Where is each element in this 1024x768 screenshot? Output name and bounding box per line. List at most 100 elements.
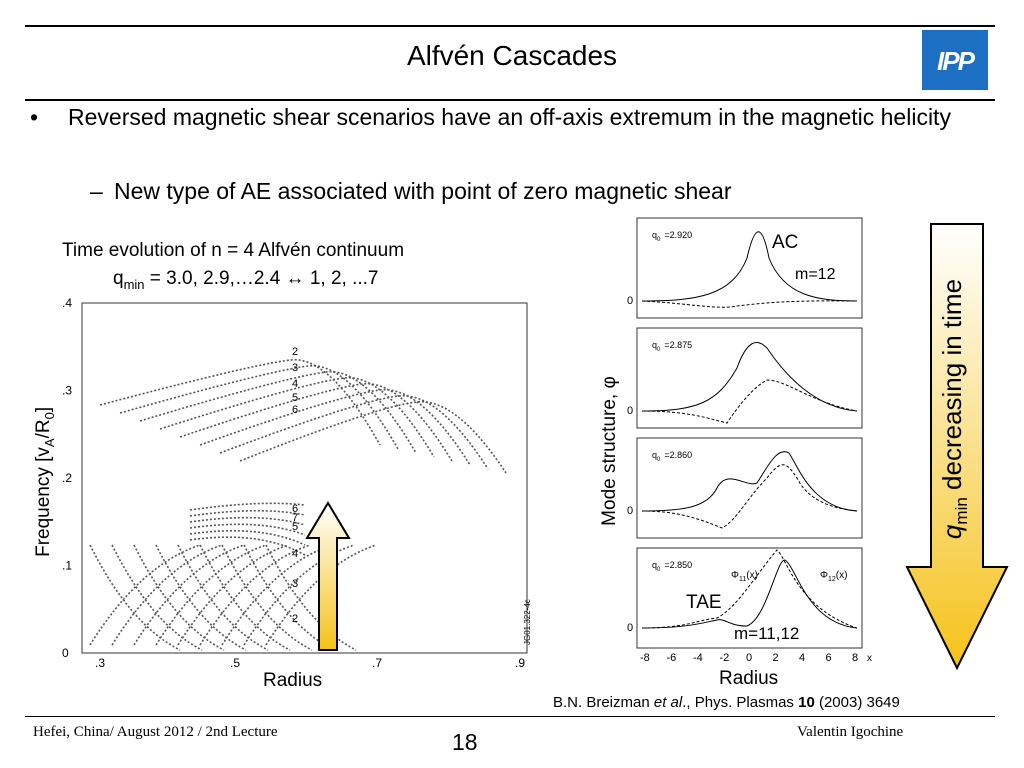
mode-solid-curve (641, 231, 858, 302)
lower-continuum-curve (189, 536, 306, 556)
phi12-label: Φ12(x) (820, 570, 848, 583)
upper-continuum-curve (159, 376, 435, 458)
lower-continuum-curve (89, 544, 201, 646)
reference: B.N. Breizman et al., Phys. Plasmas 10 (… (553, 694, 900, 711)
q0-label: q0 =2.875 (652, 340, 692, 353)
left-plot-ylabel: Frequency [vA/R0] (33, 406, 57, 557)
figure-code: JG01.322-4c (523, 599, 532, 645)
zero-label: 0 (627, 295, 633, 307)
x-tick-label: .9 (515, 656, 525, 670)
upper-continuum-curve (239, 400, 507, 474)
lower-continuum-curve (189, 502, 306, 511)
ac-label: AC (772, 232, 799, 253)
x-tick-label: -4 (693, 652, 703, 664)
mode-solid-curve (641, 342, 858, 412)
lower-band-label: 5 (292, 521, 298, 533)
top-rule (25, 25, 995, 27)
x-tick-label: 2 (773, 652, 779, 664)
lower-band-label: 7 (292, 512, 298, 524)
x-tick-label: .5 (230, 656, 240, 670)
x-axis-symbol: x (867, 653, 872, 664)
lower-continuum-curve (265, 544, 377, 646)
arrow-label: qmin decreasing in time (937, 278, 972, 540)
panel-frame (636, 327, 863, 429)
mode-panel: q0 =2.860 0 (627, 437, 863, 539)
time-arrow (905, 223, 1009, 671)
lower-continuum-curve (189, 509, 306, 517)
panel-frame (636, 217, 863, 319)
lower-band-label: 4 (292, 548, 298, 560)
x-tick-label: 6 (826, 652, 832, 664)
upper-continuum-curve (139, 370, 417, 454)
upper-band-label: 5 (292, 392, 298, 404)
up-arrow-icon (305, 501, 351, 651)
phi11-label: Φ11(x) (731, 570, 758, 583)
zero-label: 0 (627, 505, 633, 517)
x-tick-label: -2 (720, 652, 730, 664)
lower-continuum-curve (189, 523, 306, 536)
x-tick-label: 4 (799, 652, 805, 664)
mode-dashed-curve (641, 300, 858, 308)
panel-frame (636, 437, 863, 539)
bullet-marker: • (30, 104, 39, 130)
lower-band-label: 3 (292, 578, 298, 590)
y-tick-label: 0 (62, 646, 69, 660)
left-plot-xlabel: Radius (263, 670, 323, 691)
x-tick-label: -6 (667, 652, 677, 664)
lower-continuum-curve (133, 544, 245, 646)
left-plot-caption: Time evolution of n = 4 Alfvén continuum (62, 240, 405, 261)
upper-continuum-curve (179, 382, 453, 462)
lower-continuum-curve (189, 516, 306, 526)
sub-bullet-marker: – (90, 178, 103, 204)
m1112-label: m=11,12 (734, 624, 800, 643)
y-tick-label: .4 (62, 296, 72, 310)
y-tick-label: .3 (62, 384, 72, 398)
left-plot-caption-2: qmin = 3.0, 2.9,…2.4 ↔ 1, 2, ...7 (113, 268, 379, 292)
x-tick-label: .7 (372, 656, 382, 670)
right-plot-xlabel: Radius (719, 668, 779, 689)
lower-band-label: 6 (292, 503, 298, 515)
lower-band-label: 2 (292, 613, 298, 625)
q0-label: q0 =2.860 (652, 450, 692, 463)
title-rule (25, 99, 995, 101)
ipp-logo: IPP (922, 30, 988, 90)
upper-continuum-curve (219, 394, 489, 470)
mode-dashed-curve (641, 549, 858, 629)
zero-label: 0 (627, 622, 633, 634)
footer-left: Hefei, China/ August 2012 / 2nd Lecture (33, 724, 278, 740)
upper-band-label: 2 (292, 346, 298, 358)
band-arrow (305, 501, 351, 651)
right-plot-ylabel: Mode structure, φ (599, 376, 620, 526)
logo-text: IPP (937, 46, 975, 76)
bullet-main: Reversed magnetic shear scenarios have a… (68, 104, 951, 130)
x-tick-label: .3 (95, 656, 105, 670)
upper-band-label: 6 (292, 404, 298, 416)
lower-continuum-curve (111, 544, 223, 646)
mode-panel: q0 =2.875 0 (627, 327, 863, 429)
tae-label: TAE (686, 592, 722, 613)
mode-dashed-curve (641, 379, 858, 424)
page-number: 18 (452, 729, 478, 755)
mode-dashed-curve (641, 464, 858, 529)
m12-label: m=12 (795, 266, 836, 283)
lower-continuum-curve (155, 544, 267, 646)
upper-band-label: 3 (292, 362, 298, 374)
y-ticks: .4 .3 .2 .1 0 (62, 296, 72, 660)
zero-label: 0 (627, 405, 633, 417)
y-tick-label: .2 (62, 471, 72, 485)
mode-solid-curve (641, 559, 858, 629)
y-tick-label: .1 (62, 559, 72, 573)
x-tick-label: -8 (640, 652, 650, 664)
panel-frame (636, 547, 863, 649)
footer-right: Valentin Igochine (797, 724, 904, 740)
mode-solid-curve (641, 451, 858, 512)
sub-bullet: New type of AE associated with point of … (114, 178, 732, 204)
x-ticks: -8 -6 -4 -2 0 2 4 6 8 x (640, 652, 872, 664)
x-tick-label: 0 (746, 652, 752, 664)
q0-label: q0 =2.850 (652, 560, 692, 573)
x-tick-label: 8 (852, 652, 858, 664)
upper-continuum-curve (199, 388, 471, 466)
